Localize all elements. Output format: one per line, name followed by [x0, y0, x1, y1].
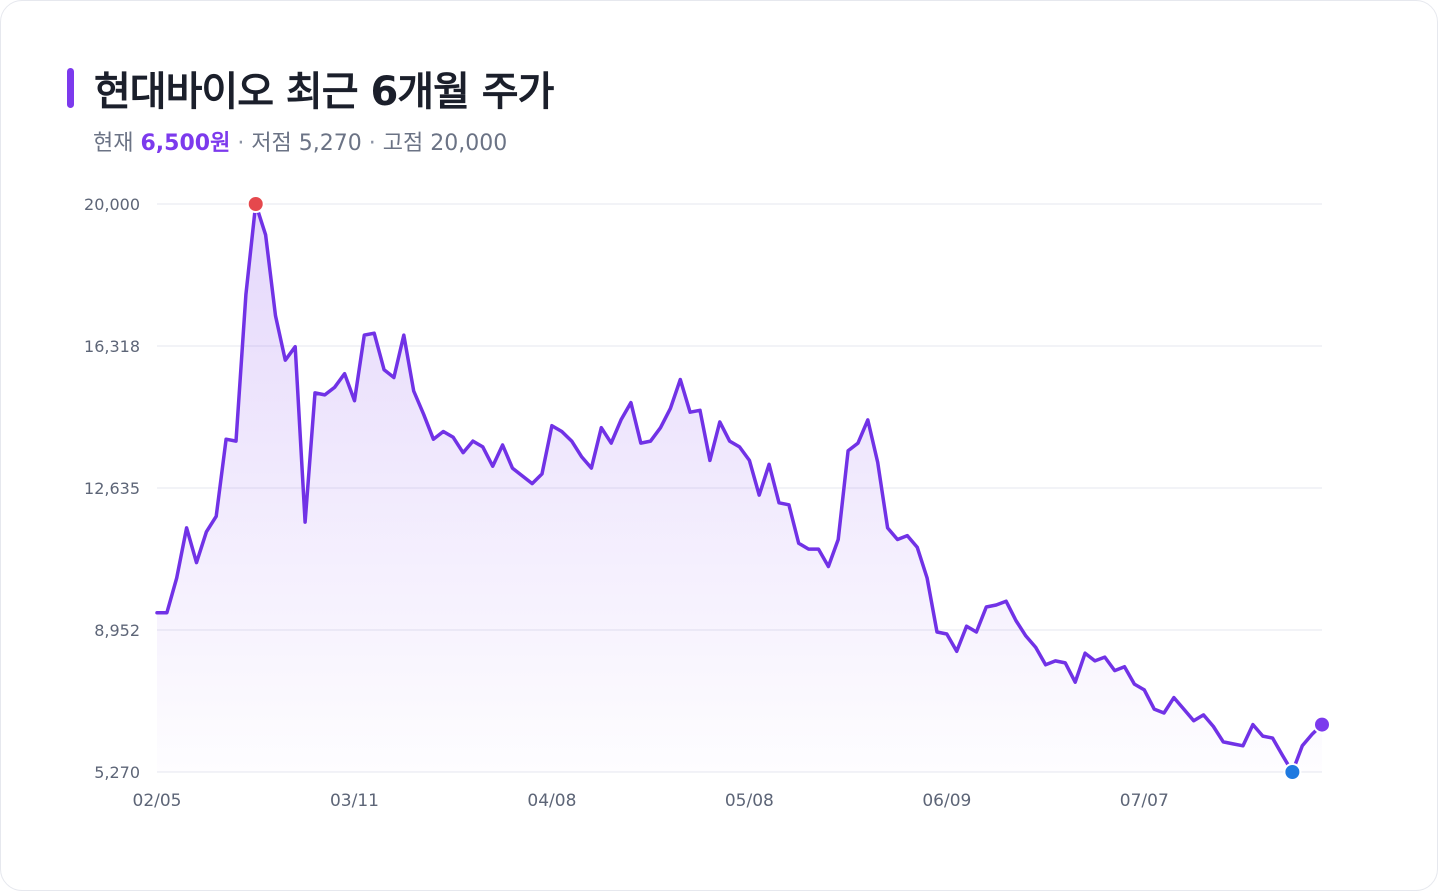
chart-title: 현대바이오 최근 6개월 주가	[94, 69, 554, 115]
low-price: 5,270	[298, 131, 362, 156]
x-tick-label: 02/05	[133, 791, 182, 811]
low-marker	[1283, 763, 1302, 781]
low-label: 저점	[251, 131, 292, 156]
x-tick-label: 03/11	[330, 791, 379, 811]
current-price: 6,500원	[140, 131, 231, 156]
separator: ·	[237, 131, 245, 156]
last-price-marker	[1313, 715, 1331, 734]
price-summary: 현재 6,500원 · 저점 5,270 · 고점 20,000	[93, 125, 507, 157]
current-label: 현재	[93, 131, 134, 156]
y-tick-label: 16,318	[84, 337, 140, 356]
title-row: 현대바이오 최근 6개월 주가	[67, 63, 554, 115]
high-marker	[246, 195, 265, 213]
price-line	[155, 202, 1324, 774]
y-tick-label: 20,000	[84, 195, 140, 214]
separator: ·	[368, 131, 376, 156]
markers	[246, 195, 1331, 781]
x-tick-label: 06/09	[922, 791, 971, 811]
y-tick-label: 12,635	[84, 479, 140, 498]
x-tick-label: 07/07	[1120, 791, 1169, 811]
x-axis: 02/05 03/11 04/08 05/08 06/09 07/07	[133, 791, 1169, 811]
title-accent-bar	[67, 68, 74, 108]
x-tick-label: 04/08	[527, 791, 576, 811]
price-area	[157, 204, 1322, 772]
high-price: 20,000	[430, 131, 508, 156]
y-tick-label: 5,270	[94, 763, 140, 782]
y-tick-label: 8,952	[94, 621, 140, 640]
high-label: 고점	[382, 131, 424, 156]
y-axis: 5,270 8,952 12,635 16,318 20,000	[84, 195, 140, 782]
x-tick-label: 05/08	[725, 791, 774, 811]
